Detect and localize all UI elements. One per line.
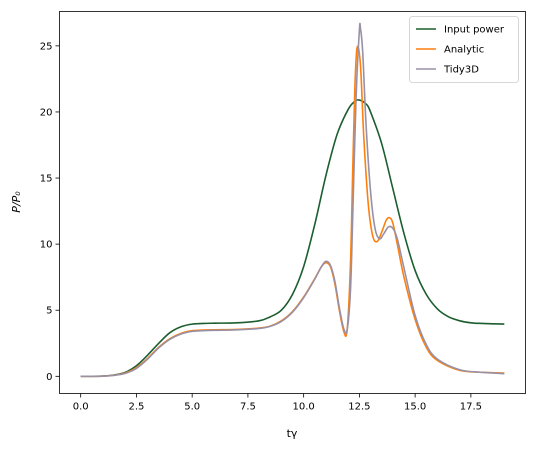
y-tick-label: 5 bbox=[46, 306, 52, 317]
y-axis-ticks: 0 5 10 15 20 25 bbox=[40, 41, 60, 383]
x-tick-label: 7.5 bbox=[240, 402, 256, 413]
plot-frame bbox=[59, 11, 526, 394]
series-line-1 bbox=[80, 45, 505, 378]
legend-label-0: Input power bbox=[444, 25, 505, 36]
x-tick-label: 12.5 bbox=[348, 402, 370, 413]
y-axis-label: P/P₀ bbox=[10, 191, 23, 213]
x-tick-label: 15.0 bbox=[404, 402, 426, 413]
y-tick-label: 25 bbox=[40, 41, 53, 52]
x-tick-label: 5.0 bbox=[184, 402, 200, 413]
legend: Input power Analytic Tidy3D bbox=[409, 16, 519, 83]
series-lines bbox=[80, 22, 505, 378]
x-axis-ticks: 0.0 2.5 5.0 7.5 10.0 12.5 15.0 17.5 bbox=[73, 393, 482, 413]
x-tick-label: 10.0 bbox=[293, 402, 315, 413]
legend-label-1: Analytic bbox=[444, 45, 484, 56]
x-tick-label: 0.0 bbox=[73, 402, 89, 413]
y-tick-label: 15 bbox=[40, 174, 53, 185]
y-tick-label: 0 bbox=[46, 372, 52, 383]
legend-label-2: Tidy3D bbox=[443, 65, 479, 76]
y-tick-label: 20 bbox=[40, 107, 53, 118]
legend-box bbox=[409, 16, 519, 83]
x-axis-label: tγ bbox=[287, 427, 298, 440]
x-tick-label: 17.5 bbox=[460, 402, 482, 413]
series-line-0 bbox=[80, 99, 505, 378]
series-line-2 bbox=[80, 22, 505, 378]
y-tick-label: 10 bbox=[40, 240, 53, 251]
x-tick-label: 2.5 bbox=[128, 402, 144, 413]
